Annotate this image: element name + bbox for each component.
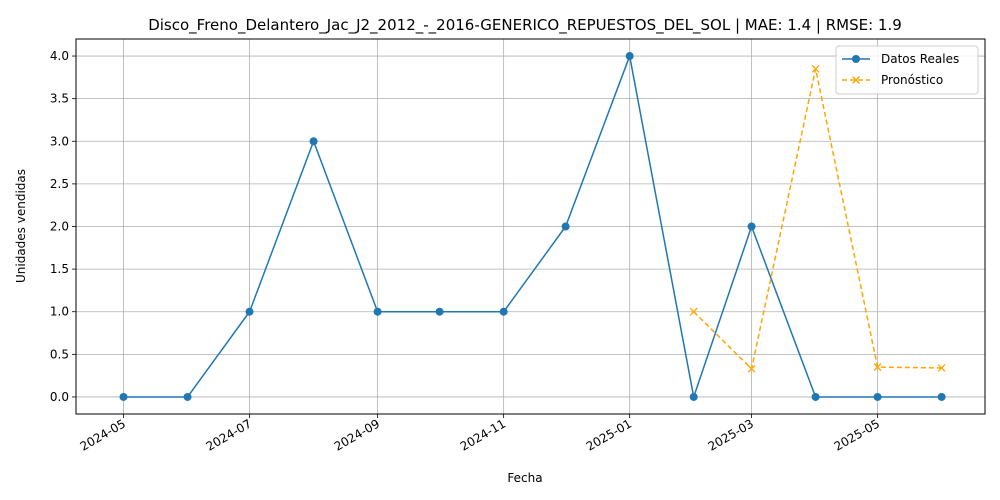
legend-label-datos-reales: Datos Reales	[881, 52, 959, 66]
data-point-pronostico	[873, 363, 882, 372]
legend-box	[835, 45, 979, 95]
data-point-datos-reales	[811, 392, 820, 401]
y-tick-label: 0.5	[50, 347, 69, 361]
legend-label-pronostico: Pronóstico	[881, 73, 943, 87]
x-axis-title: Fecha	[507, 471, 542, 485]
series-layer	[119, 52, 946, 401]
data-point-datos-reales	[435, 307, 444, 316]
legend-marker-datos-reales	[852, 55, 860, 63]
y-tick-label: 3.5	[50, 92, 69, 106]
y-tick-label: 4.0	[50, 49, 69, 63]
data-point-datos-reales	[245, 307, 254, 316]
data-point-datos-reales	[309, 137, 318, 146]
data-point-datos-reales	[499, 307, 508, 316]
data-point-datos-reales	[119, 392, 128, 401]
data-point-datos-reales	[373, 307, 382, 316]
data-point-datos-reales	[873, 392, 882, 401]
y-tick-label: 2.5	[50, 177, 69, 191]
data-point-pronostico	[937, 364, 946, 372]
data-point-datos-reales	[625, 52, 634, 61]
y-axis-title: Unidades vendidas	[14, 169, 28, 283]
y-tick-label: 1.5	[50, 262, 69, 276]
y-tick-label: 3.0	[50, 134, 69, 148]
data-point-datos-reales	[689, 392, 698, 401]
data-point-datos-reales	[183, 392, 192, 401]
y-tick-label: 0.0	[50, 390, 69, 404]
data-point-pronostico	[811, 64, 820, 73]
chart-title: Disco_Freno_Delantero_Jac_J2_2012_-_2016…	[148, 16, 902, 35]
legend-marker-pronostico	[852, 76, 860, 84]
data-point-datos-reales	[561, 222, 570, 231]
legend: Datos Reales Pronóstico	[835, 45, 979, 95]
data-point-pronostico	[689, 307, 698, 316]
data-point-pronostico	[747, 364, 756, 373]
legend-x-marker-glyph	[852, 76, 860, 84]
data-point-datos-reales	[937, 392, 946, 401]
data-point-datos-reales	[747, 222, 756, 231]
y-tick-label: 2.0	[50, 220, 69, 234]
series-line-datos-reales	[123, 53, 942, 400]
y-tick-label: 1.0	[50, 305, 69, 319]
